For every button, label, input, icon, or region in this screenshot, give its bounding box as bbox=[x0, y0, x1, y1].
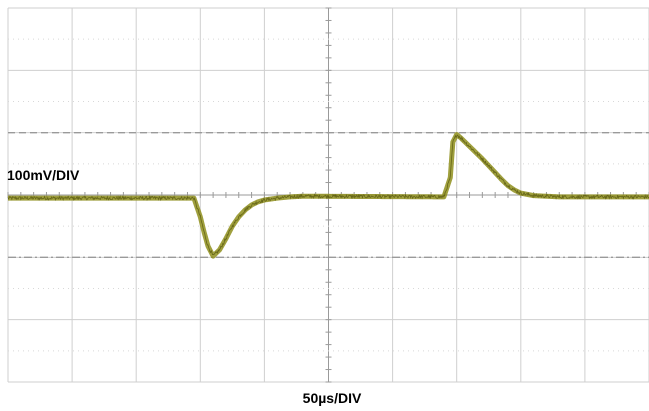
vertical-scale-label: 100mV/DIV bbox=[7, 167, 80, 183]
signal-trace bbox=[6, 132, 649, 259]
signal-noise bbox=[7, 134, 649, 255]
graticule-dots bbox=[8, 38, 649, 352]
reference-lines bbox=[8, 132, 649, 258]
horizontal-scale-label: 50µs/DIV bbox=[303, 390, 362, 406]
